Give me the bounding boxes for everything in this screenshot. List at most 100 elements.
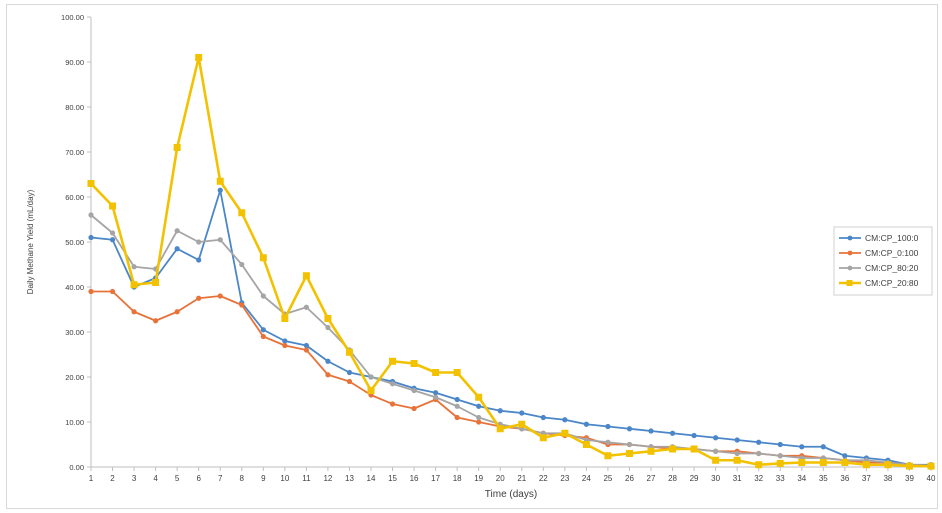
- data-point: [109, 230, 116, 236]
- data-point: [884, 461, 892, 469]
- data-point: [777, 441, 783, 448]
- legend-marker: [847, 250, 853, 256]
- x-tick-label: 37: [862, 474, 871, 483]
- data-point: [756, 439, 762, 445]
- x-tick-label: 19: [474, 474, 483, 483]
- x-tick-label: 20: [496, 474, 505, 483]
- data-point: [130, 281, 138, 289]
- series-1: [88, 288, 934, 469]
- data-point: [325, 372, 331, 378]
- x-tick-label: 21: [517, 474, 526, 483]
- data-point: [776, 459, 784, 467]
- x-tick-label: 22: [539, 474, 548, 483]
- chart-frame: 0.00 10.00 20.00 30.00 40.00 50.00 60.00 70.00 8…: [6, 4, 938, 509]
- data-point: [259, 254, 267, 262]
- y-tick-label: 20.00: [65, 373, 84, 382]
- data-point: [238, 209, 246, 217]
- x-tick-label: 38: [883, 474, 892, 483]
- data-point: [734, 450, 740, 457]
- x-tick-label: 4: [153, 474, 158, 483]
- data-point: [476, 403, 482, 409]
- x-tick-label: 7: [218, 474, 223, 483]
- y-tick-label: 70.00: [65, 148, 84, 157]
- series-3: [87, 54, 935, 470]
- x-tick-label: 18: [453, 474, 462, 483]
- y-tick-label: 40.00: [65, 283, 84, 292]
- x-tick-label: 35: [819, 474, 828, 483]
- series-line: [90, 189, 931, 466]
- data-point: [131, 309, 137, 315]
- data-point: [196, 239, 202, 245]
- legend-label: CM:CP_80:20: [865, 263, 919, 273]
- data-point: [691, 432, 697, 439]
- data-point: [583, 421, 589, 427]
- legend-item: CM:CP_0:100: [839, 248, 919, 258]
- series-layer: [87, 54, 935, 470]
- data-point: [131, 264, 137, 270]
- data-point: [798, 459, 806, 466]
- x-tick-label: 17: [431, 474, 440, 483]
- x-tick-label: 15: [388, 474, 397, 483]
- data-point: [88, 234, 94, 241]
- x-tick-label: 10: [280, 474, 289, 483]
- x-axis-title: Time (days): [485, 489, 537, 500]
- x-tick-label: 33: [776, 474, 785, 483]
- data-point: [475, 393, 483, 401]
- x-tick-label: 8: [240, 474, 245, 483]
- y-tick-label: 60.00: [65, 193, 84, 202]
- x-tick-label: 28: [668, 474, 677, 483]
- data-point: [216, 177, 224, 185]
- data-point: [454, 396, 460, 403]
- data-point: [841, 459, 849, 466]
- data-point: [346, 369, 353, 376]
- data-point: [302, 272, 310, 280]
- data-point: [367, 387, 375, 394]
- legend-label: CM:CP_0:100: [865, 248, 919, 258]
- series-line: [90, 56, 931, 468]
- y-tick-label: 0.00: [69, 463, 84, 472]
- data-point: [582, 441, 590, 448]
- data-point: [174, 246, 180, 252]
- data-point: [626, 441, 633, 448]
- data-point: [647, 447, 655, 455]
- x-tick-label: 23: [560, 474, 569, 483]
- data-point: [303, 342, 309, 349]
- data-point: [389, 357, 397, 365]
- data-point: [195, 54, 203, 61]
- data-point: [303, 304, 309, 310]
- x-axis-ticks: 1 2 3 4 5 6 7 8 9 10 11 12 13 14 15 16 17 18 19 20 21 22 23 24 2…: [89, 467, 936, 483]
- data-point: [217, 187, 223, 193]
- data-point: [433, 390, 439, 396]
- legend-item: CM:CP_20:80: [839, 278, 919, 288]
- x-tick-label: 26: [625, 474, 634, 483]
- data-point: [476, 419, 482, 425]
- legend-marker: [847, 265, 853, 271]
- data-point: [842, 453, 848, 459]
- x-tick-label: 24: [582, 474, 591, 483]
- data-point: [626, 426, 633, 432]
- x-tick-label: 27: [647, 474, 656, 483]
- y-tick-label: 80.00: [65, 103, 84, 112]
- legend: CM:CP_100:0 CM:CP_0:100 CM:CP_80:20 CM:CP_2…: [833, 226, 933, 296]
- y-tick-label: 30.00: [65, 328, 84, 337]
- x-tick-label: 2: [110, 474, 115, 483]
- data-point: [562, 417, 568, 423]
- data-point: [648, 428, 654, 434]
- data-point: [454, 403, 460, 409]
- legend-item: CM:CP_80:20: [839, 263, 919, 273]
- data-point: [713, 435, 719, 441]
- data-point: [411, 387, 417, 394]
- data-point: [540, 414, 546, 421]
- data-point: [282, 338, 288, 344]
- chart-svg: 0.00 10.00 20.00 30.00 40.00 50.00 60.00 70.00 8…: [26, 13, 936, 500]
- x-tick-label: 30: [711, 474, 720, 483]
- data-point: [905, 462, 913, 470]
- data-point: [87, 180, 95, 187]
- x-tick-label: 1: [89, 474, 94, 483]
- data-point: [819, 459, 827, 466]
- data-point: [325, 324, 331, 331]
- data-point: [173, 144, 181, 151]
- legend-marker: [847, 235, 853, 241]
- data-point: [690, 445, 698, 453]
- data-point: [260, 333, 266, 340]
